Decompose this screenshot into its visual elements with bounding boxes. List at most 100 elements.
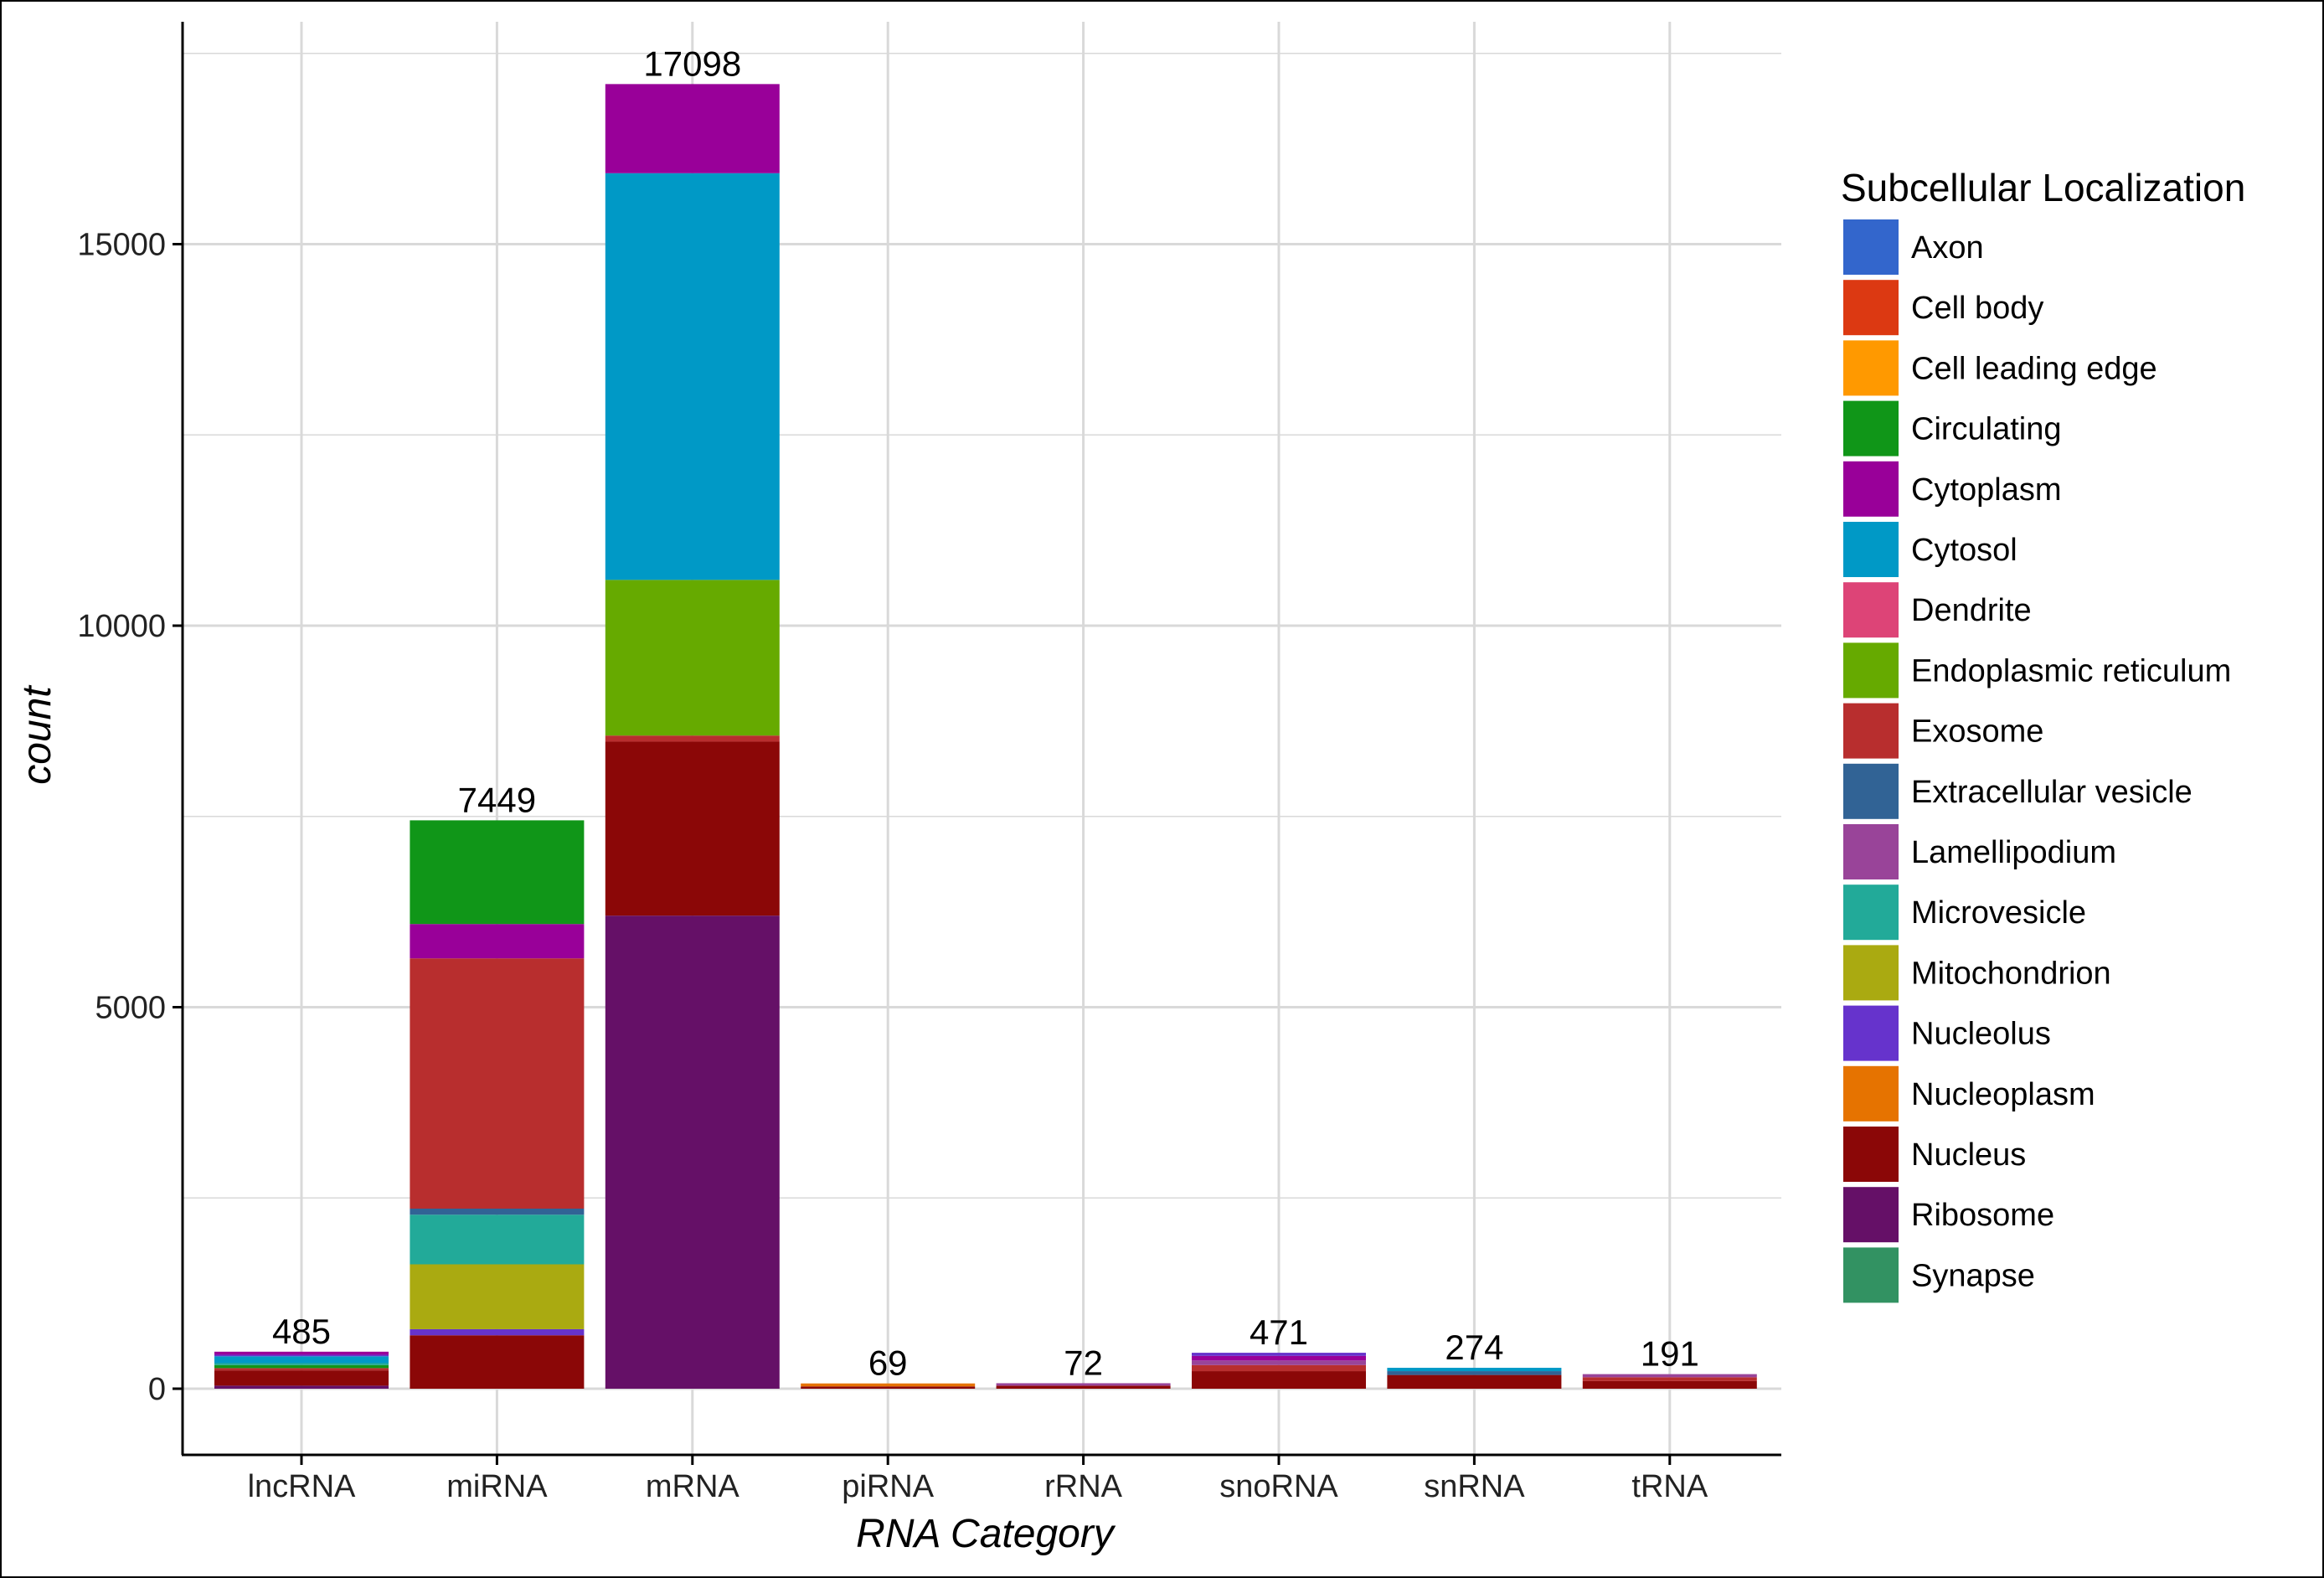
legend-label: Dendrite <box>1911 593 2032 628</box>
legend-label: Cytoplasm <box>1911 472 2062 508</box>
bar-segment-snRNA-nucleus <box>1387 1374 1562 1389</box>
legend-label: Circulating <box>1911 412 2062 447</box>
bar-segment-lncRNA-microvesicle <box>214 1363 389 1365</box>
legend-swatch <box>1843 945 1899 1001</box>
bar-segment-mRNA-cytoplasm <box>605 84 780 173</box>
y-tick-label: 10000 <box>77 609 166 644</box>
legend-swatch <box>1843 1127 1899 1182</box>
legend-label: Nucleolus <box>1911 1017 2051 1052</box>
bar-segment-lncRNA-exosome <box>214 1368 389 1371</box>
bar-segment-mRNA-ribosome <box>605 915 780 1389</box>
bar-segment-snoRNA-cytoplasm <box>1192 1355 1366 1361</box>
x-tick-label: snoRNA <box>1219 1469 1338 1504</box>
legend-label: Cytosol <box>1911 533 2017 568</box>
bar-total-label: 72 <box>1064 1343 1103 1382</box>
bar-segment-mRNA-endoplasmic-reticulum <box>605 580 780 736</box>
legend-swatch <box>1843 1187 1899 1243</box>
legend-swatch <box>1843 280 1899 336</box>
x-tick-label: rRNA <box>1044 1469 1123 1504</box>
legend-label: Extracellular vesicle <box>1911 775 2193 810</box>
bar-segment-tRNA-nucleus <box>1582 1380 1757 1389</box>
legend: Axon Cell body Cell leading edge Circulatin… <box>1843 219 2231 1303</box>
bars <box>214 84 1757 1389</box>
bar-segment-piRNA-nucleoplasm <box>801 1383 976 1387</box>
bar-segment-lncRNA-circulating <box>214 1364 389 1369</box>
legend-title: Subcellular Localization <box>1841 166 2245 209</box>
bar-segment-snRNA-cytosol <box>1387 1368 1562 1372</box>
bar-segment-lncRNA-nucleolus <box>214 1354 389 1357</box>
legend-swatch <box>1843 1065 1899 1122</box>
y-tick-label: 5000 <box>95 991 166 1026</box>
bar-segment-snoRNA-nucleus <box>1192 1371 1366 1389</box>
legend-label: Endoplasmic reticulum <box>1911 653 2231 688</box>
bar-segment-miRNA-mitochondrion <box>410 1264 585 1329</box>
bar-segment-rRNA-lamellipodium <box>996 1383 1171 1386</box>
bar-segment-mRNA-nucleus <box>605 741 780 916</box>
bar-segment-piRNA-nucleus <box>801 1386 976 1389</box>
bar-total-label: 17098 <box>643 44 741 83</box>
bar-total-label: 7449 <box>458 780 536 819</box>
bar-segment-lncRNA-cytosol <box>214 1356 389 1364</box>
legend-swatch <box>1843 703 1899 759</box>
legend-label: Cell body <box>1911 291 2043 326</box>
bar-segment-lncRNA-nucleus <box>214 1370 389 1386</box>
bar-segment-mRNA-exosome <box>605 735 780 742</box>
legend-swatch <box>1843 642 1899 699</box>
x-axis-title: RNA Category <box>856 1512 1116 1556</box>
bar-total-label: 274 <box>1445 1328 1503 1367</box>
bar-segment-snoRNA-exosome <box>1192 1364 1366 1372</box>
legend-label: Mitochondrion <box>1911 956 2111 991</box>
legend-label: Microvesicle <box>1911 895 2086 931</box>
legend-swatch <box>1843 763 1899 819</box>
x-tick-label: miRNA <box>446 1469 548 1504</box>
legend-swatch <box>1843 1005 1899 1061</box>
bar-total-label: 471 <box>1250 1312 1308 1352</box>
bar-segment-miRNA-nucleus <box>410 1335 585 1389</box>
legend-label: Ribosome <box>1911 1198 2054 1233</box>
x-tick-label: tRNA <box>1631 1469 1708 1504</box>
axes <box>173 22 1781 1465</box>
bar-segment-tRNA-lamellipodium <box>1582 1374 1757 1378</box>
bar-segment-tRNA-exosome <box>1582 1377 1757 1381</box>
bar-segment-miRNA-circulating <box>410 820 585 925</box>
bar-segment-miRNA-nucleolus <box>410 1328 585 1336</box>
legend-swatch <box>1843 340 1899 396</box>
bar-segment-snoRNA-lamellipodium <box>1192 1360 1366 1365</box>
legend-swatch <box>1843 461 1899 517</box>
bar-segment-rRNA-nucleus <box>996 1385 1171 1389</box>
legend-swatch <box>1843 1247 1899 1303</box>
bar-segment-miRNA-microvesicle <box>410 1214 585 1265</box>
bar-segment-miRNA-cytoplasm <box>410 924 585 959</box>
legend-label: Cell leading edge <box>1911 351 2157 386</box>
bar-total-label: 69 <box>868 1343 908 1383</box>
legend-swatch <box>1843 884 1899 941</box>
bar-segment-miRNA-extracellular-vesicle <box>410 1209 585 1215</box>
x-tick-label: mRNA <box>646 1469 740 1504</box>
bar-segment-lncRNA-cytoplasm <box>214 1351 389 1355</box>
x-tick-label: piRNA <box>842 1469 934 1504</box>
legend-label: Axon <box>1911 230 1984 266</box>
bar-segment-lncRNA-ribosome <box>214 1385 389 1389</box>
bar-total-label: 485 <box>272 1312 331 1351</box>
y-axis-title: count <box>15 685 59 785</box>
legend-label: Nucleus <box>1911 1137 2026 1173</box>
legend-swatch <box>1843 824 1899 879</box>
y-tick-labels: 0 5000 10000 15000 <box>77 228 166 1408</box>
bar-segment-snRNA-extracellular-vesicle <box>1387 1371 1562 1375</box>
x-tick-labels: lncRNA miRNA mRNA piRNA rRNA snoRNA snRNA tRNA <box>248 1469 1708 1504</box>
legend-swatch <box>1843 400 1899 456</box>
y-tick-label: 0 <box>148 1372 166 1407</box>
legend-label: Exosome <box>1911 714 2043 750</box>
bar-total-labels: 485 7449 17098 69 72 471 274 191 <box>272 44 1699 1382</box>
legend-label: Lamellipodium <box>1911 835 2116 870</box>
bar-segment-snoRNA-nucleolus <box>1192 1353 1366 1356</box>
x-tick-label: snRNA <box>1424 1469 1525 1504</box>
bar-segment-mRNA-cytosol <box>605 173 780 580</box>
y-tick-label: 15000 <box>77 228 166 263</box>
legend-swatch <box>1843 582 1899 638</box>
legend-label: Synapse <box>1911 1258 2035 1293</box>
bar-segment-miRNA-exosome <box>410 958 585 1209</box>
x-tick-label: lncRNA <box>248 1469 356 1504</box>
